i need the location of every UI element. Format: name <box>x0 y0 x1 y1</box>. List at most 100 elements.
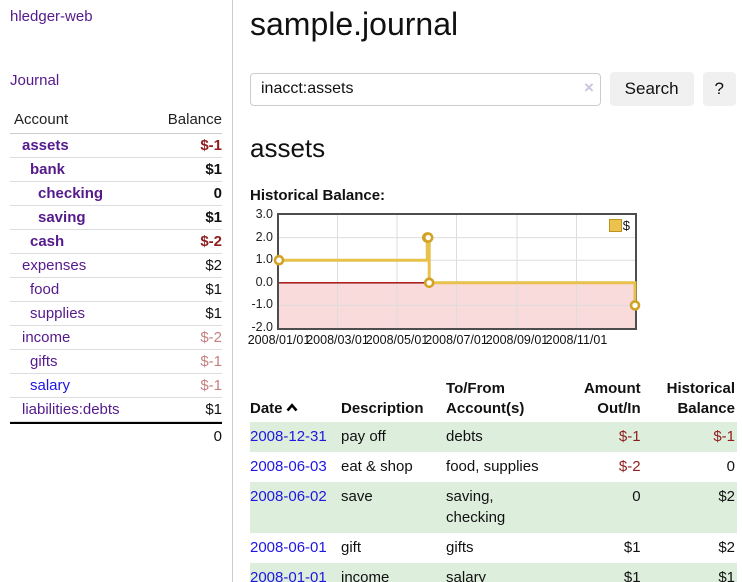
chart-title: Historical Balance: <box>250 187 386 204</box>
x-axis-tick: 2008/03/01 <box>306 333 369 347</box>
clear-search-icon[interactable]: × <box>584 78 594 97</box>
x-axis-tick: 2008/09/01 <box>485 333 549 347</box>
header-date-label: Date <box>250 399 283 417</box>
account-rows: assets $-1 bank $1 checking 0 saving $1 cash $-2 e… <box>10 134 222 422</box>
help-button[interactable]: ? <box>702 72 736 106</box>
chart-plot-area: $ <box>273 213 641 330</box>
page-title: sample.journal <box>250 6 459 42</box>
sidebar-account-checking[interactable]: checking <box>38 185 104 202</box>
transaction-date-link[interactable]: 2008-06-03 <box>250 457 327 475</box>
x-axis-tick: 2008/07/01 <box>425 333 488 347</box>
register-accounts-cell: food, supplies <box>446 457 539 475</box>
account-balance: $-1 <box>200 137 222 154</box>
register-row: 2008-06-01 gift gifts $1 $2 <box>250 533 737 563</box>
account-balance: $1 <box>205 281 222 298</box>
transaction-date-link[interactable]: 2008-01-01 <box>250 568 327 582</box>
header-historical-balance: Historical Balance <box>666 380 735 417</box>
y-axis-tick: 0.0 <box>255 274 273 289</box>
register-table: Date Description To/From Account(s) Amou… <box>250 377 737 582</box>
header-date[interactable]: Date <box>250 377 341 422</box>
account-row: assets $-1 <box>10 134 222 158</box>
balance-chart: 3.0 2.0 1.0 0.0 -1.0 -2.0 $ 2008/01/01 2008/03… <box>248 207 670 355</box>
register-amount-cell: $1 <box>623 539 641 556</box>
account-balance: 0 <box>213 185 222 202</box>
sidebar-account-salary[interactable]: salary <box>30 377 71 394</box>
register-description-cell: income <box>340 568 390 582</box>
register-balance-cell: $2 <box>718 539 735 556</box>
search-input[interactable] <box>250 72 601 106</box>
y-axis-tick: 2.0 <box>255 229 273 244</box>
account-row: supplies $1 <box>10 302 222 326</box>
register-accounts-cell: saving, checking <box>446 487 506 527</box>
account-column-header: Account <box>14 111 69 128</box>
sidebar-account-supplies[interactable]: supplies <box>30 305 86 322</box>
balance-column-header: Balance <box>167 111 222 128</box>
transaction-date-link[interactable]: 2008-06-02 <box>250 487 327 505</box>
chart-x-axis: 2008/01/01 2008/03/01 2008/05/01 2008/07/01… <box>248 333 635 349</box>
register-accounts-cell: debts <box>446 428 483 445</box>
y-axis-tick: 1.0 <box>255 252 273 267</box>
y-axis-tick: 3.0 <box>255 207 273 221</box>
register-amount-cell: $1 <box>623 568 641 582</box>
sidebar-account-expenses[interactable]: expenses <box>22 257 87 274</box>
sidebar-account-cash[interactable]: cash <box>30 233 65 250</box>
register-accounts-cell: salary <box>446 568 487 582</box>
sidebar-account-assets[interactable]: assets <box>22 137 69 154</box>
account-row: liabilities:debts $1 <box>10 398 222 422</box>
app-brand-link[interactable]: hledger-web <box>10 8 93 25</box>
legend-label: $ <box>622 218 630 233</box>
account-row: saving $1 <box>10 206 222 230</box>
account-row: expenses $2 <box>10 254 222 278</box>
register-balance-cell: 0 <box>726 457 735 475</box>
account-total-value: 0 <box>213 428 222 445</box>
sidebar-account-gifts[interactable]: gifts <box>30 353 58 370</box>
account-balance: $-2 <box>200 329 222 346</box>
account-total-row: 0 <box>10 422 222 449</box>
register-date-cell: 2008-06-03 <box>250 452 341 482</box>
account-balance: $-2 <box>200 233 222 250</box>
register-balance-cell: $-1 <box>713 428 735 445</box>
account-row: gifts $-1 <box>10 350 222 374</box>
search-button[interactable]: Search <box>609 72 694 106</box>
sidebar-account-liabilities-debts[interactable]: liabilities:debts <box>22 401 120 418</box>
account-balance: $2 <box>205 257 222 274</box>
register-amount-cell: $-1 <box>618 428 641 445</box>
register-balance-cell: $2 <box>718 487 735 505</box>
register-accounts-cell: gifts <box>446 539 474 556</box>
chart-legend: $ <box>608 218 630 233</box>
account-balance: $-1 <box>200 377 222 394</box>
header-amount: Amount Out/In <box>583 380 641 417</box>
register-row: 2008-01-01 income salary $1 $1 <box>250 562 737 582</box>
search-form: × Search ? <box>250 72 736 106</box>
x-axis-tick: 2008/05/01 <box>365 333 429 347</box>
chart-y-axis: 3.0 2.0 1.0 0.0 -1.0 -2.0 <box>250 207 274 334</box>
register-date-cell: 2008-01-01 <box>250 563 341 582</box>
nav-journal-link[interactable]: Journal <box>10 72 60 89</box>
account-row: salary $-1 <box>10 374 222 398</box>
register-amount-cell: $-2 <box>618 457 641 475</box>
transaction-date-link[interactable]: 2008-06-01 <box>250 539 327 556</box>
account-row: bank $1 <box>10 158 222 182</box>
sort-ascending-icon <box>286 402 298 411</box>
account-balance: $1 <box>205 305 222 322</box>
account-row: food $1 <box>10 278 222 302</box>
register-description-cell: save <box>340 487 373 505</box>
sidebar-account-food[interactable]: food <box>30 281 60 298</box>
register-description-cell: gift <box>340 539 361 556</box>
register-date-cell: 2008-06-01 <box>250 533 341 563</box>
y-axis-tick: -2.0 <box>251 320 273 334</box>
register-date-cell: 2008-06-02 <box>250 482 341 534</box>
register-row: 2008-06-02 save saving, checking 0 $2 <box>250 481 737 534</box>
x-axis-tick: 2008/11/01 <box>545 333 608 347</box>
register-description-cell: pay off <box>340 428 386 445</box>
sidebar-account-bank[interactable]: bank <box>30 161 66 178</box>
account-tree: Account Balance assets $-1 bank $1 checking 0… <box>10 109 222 449</box>
account-balance: $1 <box>205 161 222 178</box>
register-balance-cell: $1 <box>718 568 735 582</box>
register-header-row: Date Description To/From Account(s) Amou… <box>250 377 737 422</box>
register-row: 2008-06-03 eat & shop food, supplies $-2 0 <box>250 452 737 482</box>
sidebar-account-income[interactable]: income <box>22 329 71 346</box>
sidebar-account-saving[interactable]: saving <box>38 209 86 226</box>
account-balance: $-1 <box>200 353 222 370</box>
transaction-date-link[interactable]: 2008-12-31 <box>250 428 327 445</box>
